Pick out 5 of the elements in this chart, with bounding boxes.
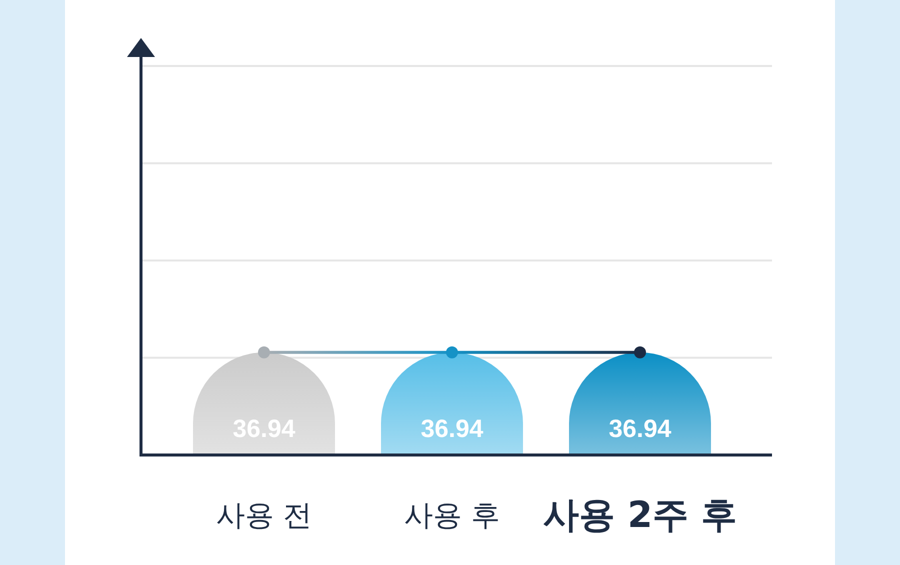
x-tick-label: 사용 2주 후: [542, 494, 738, 536]
data-label: 36.94: [608, 415, 672, 443]
data-label: 36.94: [420, 415, 484, 443]
x-tick-label: 사용 후: [404, 498, 500, 532]
x-tick-label: 사용 전: [216, 498, 312, 532]
